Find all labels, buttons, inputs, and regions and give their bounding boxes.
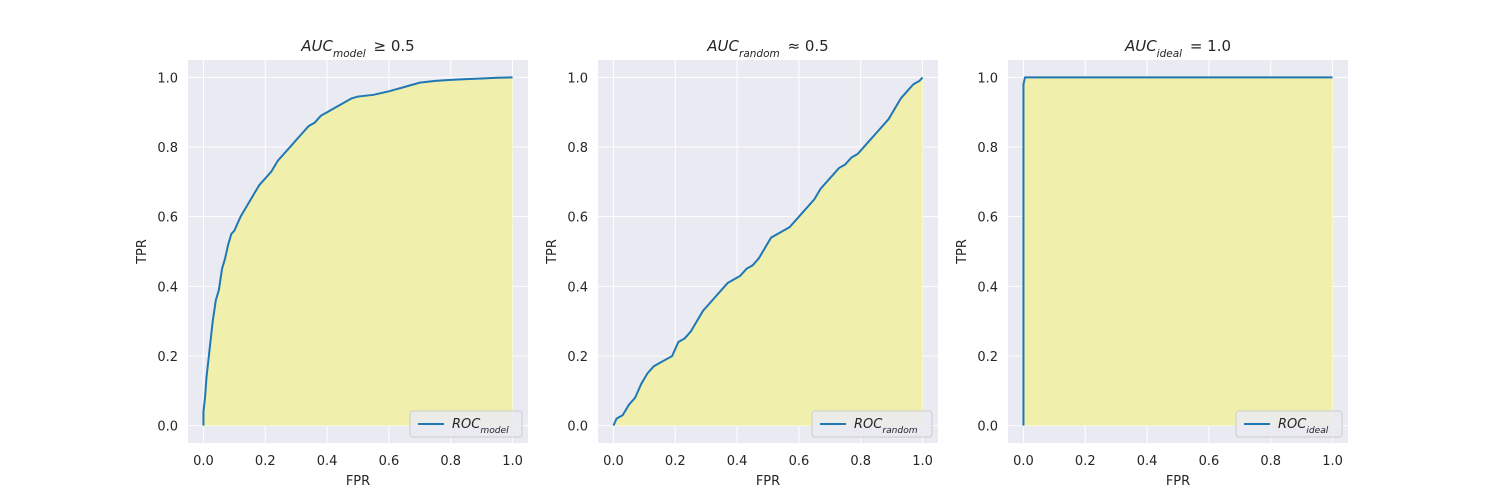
x-tick-label: 0.2	[255, 454, 276, 469]
roc-curve-line	[202, 76, 513, 426]
y-tick-label: 0.8	[157, 141, 178, 156]
roc-curve-line	[612, 76, 924, 426]
y-tick-label: 0.4	[567, 280, 588, 295]
x-tick-label: 0.2	[1075, 454, 1096, 469]
y-tick-label: 0.4	[977, 280, 998, 295]
x-axis-label: FPR	[756, 474, 780, 489]
y-tick-label: 0.6	[977, 211, 998, 226]
x-tick-label: 0.8	[1260, 454, 1281, 469]
y-tick-label: 0.6	[567, 211, 588, 226]
y-tick-label: 0.4	[157, 280, 178, 295]
legend-entry-label: ROCideal	[1278, 417, 1329, 436]
y-tick-label: 0.0	[977, 420, 998, 435]
y-tick-label: 0.8	[977, 141, 998, 156]
roc-panel-2: 0.0 0.0 0.2 0.2 0.4 0.4 0.6 0.6 0.8 0.8 1.0 1.0 AUCr…	[545, 37, 938, 489]
y-tick-label: 0.0	[567, 420, 588, 435]
legend: ROCrandom	[811, 410, 933, 438]
y-tick-label: 1.0	[157, 71, 178, 86]
chart-title: AUCmodel ≥ 0.5	[300, 37, 414, 60]
y-tick-label: 0.2	[567, 350, 588, 365]
x-tick-label: 0.4	[727, 454, 748, 469]
y-axis-label: TPR	[135, 239, 150, 265]
y-tick-label: 0.2	[157, 350, 178, 365]
y-tick-label: 0.0	[157, 420, 178, 435]
x-tick-label: 0.2	[665, 454, 686, 469]
y-tick-label: 0.2	[977, 350, 998, 365]
roc-panel-3: 0.0 0.0 0.2 0.2 0.4 0.4 0.6 0.6 0.8 0.8 1.0 1.0 AUCi…	[955, 37, 1348, 489]
y-axis-label: TPR	[955, 239, 970, 265]
chart-title: AUCrandom ≈ 0.5	[706, 37, 828, 60]
y-tick-label: 1.0	[567, 71, 588, 86]
roc-panel-1: 0.0 0.0 0.2 0.2 0.4 0.4 0.6 0.6 0.8 0.8 1.0 1.0 AUCm…	[135, 37, 528, 489]
y-tick-label: 1.0	[977, 71, 998, 86]
y-tick-label: 0.6	[157, 211, 178, 226]
x-tick-label: 0.4	[1137, 454, 1158, 469]
y-tick-label: 0.8	[567, 141, 588, 156]
roc-curve-line	[1022, 76, 1333, 426]
legend: ROCideal	[1235, 410, 1343, 438]
legend-entry-label: ROCrandom	[854, 417, 918, 436]
x-tick-label: 0.6	[1199, 454, 1220, 469]
x-tick-label: 0.6	[789, 454, 810, 469]
x-tick-label: 0.0	[603, 454, 624, 469]
legend-box	[811, 410, 933, 438]
x-tick-label: 1.0	[1322, 454, 1343, 469]
x-tick-label: 1.0	[502, 454, 523, 469]
chart-title: AUCideal = 1.0	[1124, 37, 1231, 60]
legend-box	[409, 410, 523, 438]
auc-area	[1023, 77, 1333, 426]
x-tick-label: 0.8	[850, 454, 871, 469]
x-tick-label: 0.0	[193, 454, 214, 469]
auc-area	[203, 77, 513, 426]
x-tick-label: 0.6	[379, 454, 400, 469]
legend-box	[1235, 410, 1343, 438]
legend-entry-label: ROCmodel	[452, 417, 509, 436]
x-tick-label: 0.8	[440, 454, 461, 469]
x-axis-label: FPR	[346, 474, 370, 489]
legend: ROCmodel	[409, 410, 523, 438]
x-tick-label: 0.4	[317, 454, 338, 469]
x-axis-label: FPR	[1166, 474, 1190, 489]
x-tick-label: 1.0	[912, 454, 933, 469]
x-tick-label: 0.0	[1013, 454, 1034, 469]
y-axis-label: TPR	[545, 239, 560, 265]
